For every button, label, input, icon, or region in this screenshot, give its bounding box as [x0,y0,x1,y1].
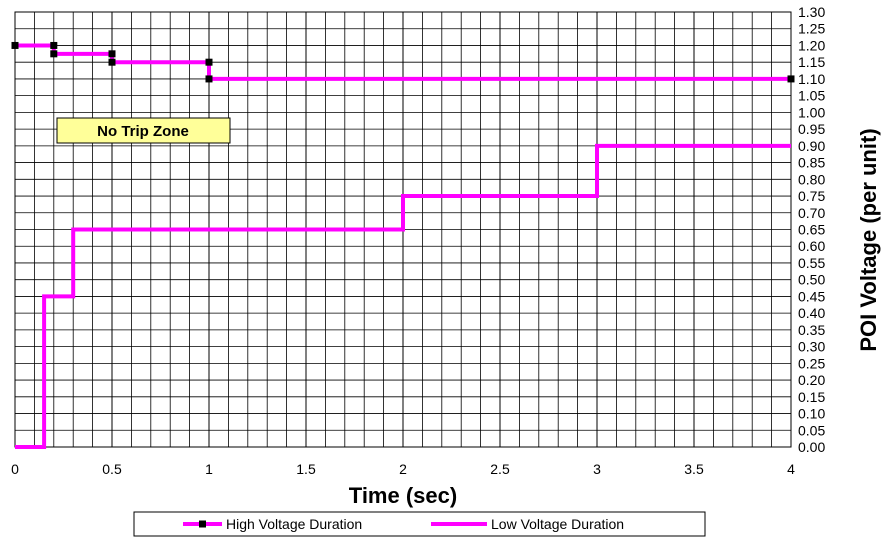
y-tick-label: 1.10 [798,71,825,87]
y-tick-label: 0.95 [798,121,825,137]
y-tick-label: 1.30 [798,4,825,20]
x-tick-label: 1 [205,461,213,477]
y-tick-label: 1.15 [798,54,825,70]
high-voltage-marker [108,58,116,66]
y-tick-label: 0.85 [798,155,825,171]
y-tick-label: 0.40 [798,305,825,321]
y-tick-label: 0.65 [798,222,825,238]
y-tick-label: 0.75 [798,188,825,204]
x-tick-label: 4 [787,461,795,477]
y-tick-label: 0.90 [798,138,825,154]
y-tick-label: 1.20 [798,37,825,53]
x-tick-label: 0 [11,461,19,477]
low-voltage-duration-line [15,143,791,449]
legend-label: Low Voltage Duration [491,516,624,532]
y-tick-label: 0.15 [798,389,825,405]
y-axis-title: POI Voltage (per unit) [856,128,881,351]
legend-marker [199,520,206,528]
y-tick-label: 0.45 [798,288,825,304]
y-tick-label: 0.60 [798,238,825,254]
y-tick-label: 1.25 [798,21,825,37]
y-tick-label: 0.70 [798,205,825,221]
high-voltage-marker [787,75,795,83]
high-voltage-marker [205,75,213,83]
x-tick-label: 1.5 [296,461,316,477]
x-tick-label: 3.5 [684,461,704,477]
x-tick-label: 2 [399,461,407,477]
high-voltage-marker [11,41,19,49]
y-tick-label: 0.30 [798,339,825,355]
x-tick-label: 2.5 [490,461,510,477]
high-voltage-marker [205,58,213,66]
legend-label: High Voltage Duration [226,516,362,532]
plot-series [11,41,795,449]
y-tick-label: 0.55 [798,255,825,271]
y-tick-label: 0.20 [798,372,825,388]
no-trip-zone-annotation: No Trip Zone [56,117,231,144]
y-tick-label: 0.05 [798,422,825,438]
y-tick-label: 0.10 [798,406,825,422]
x-tick-label: 3 [593,461,601,477]
y-tick-label: 1.05 [798,88,825,104]
y-axis-tick-labels: 0.000.050.100.150.200.250.300.350.400.45… [798,4,825,455]
y-tick-label: 0.00 [798,439,825,455]
x-axis-title: Time (sec) [349,483,457,508]
x-tick-label: 0.5 [102,461,122,477]
high-voltage-marker [50,50,58,58]
y-tick-label: 1.00 [798,104,825,120]
high-voltage-marker [50,41,58,49]
y-tick-label: 0.50 [798,272,825,288]
legend: High Voltage Duration Low Voltage Duratio… [133,511,706,537]
x-axis-tick-labels: 0 0.5 1 1.5 2 2.5 3 3.5 4 [11,461,795,477]
no-trip-zone-label: No Trip Zone [97,123,189,140]
y-tick-label: 0.35 [798,322,825,338]
y-tick-label: 0.80 [798,171,825,187]
high-voltage-marker [108,50,116,58]
y-tick-label: 0.25 [798,355,825,371]
